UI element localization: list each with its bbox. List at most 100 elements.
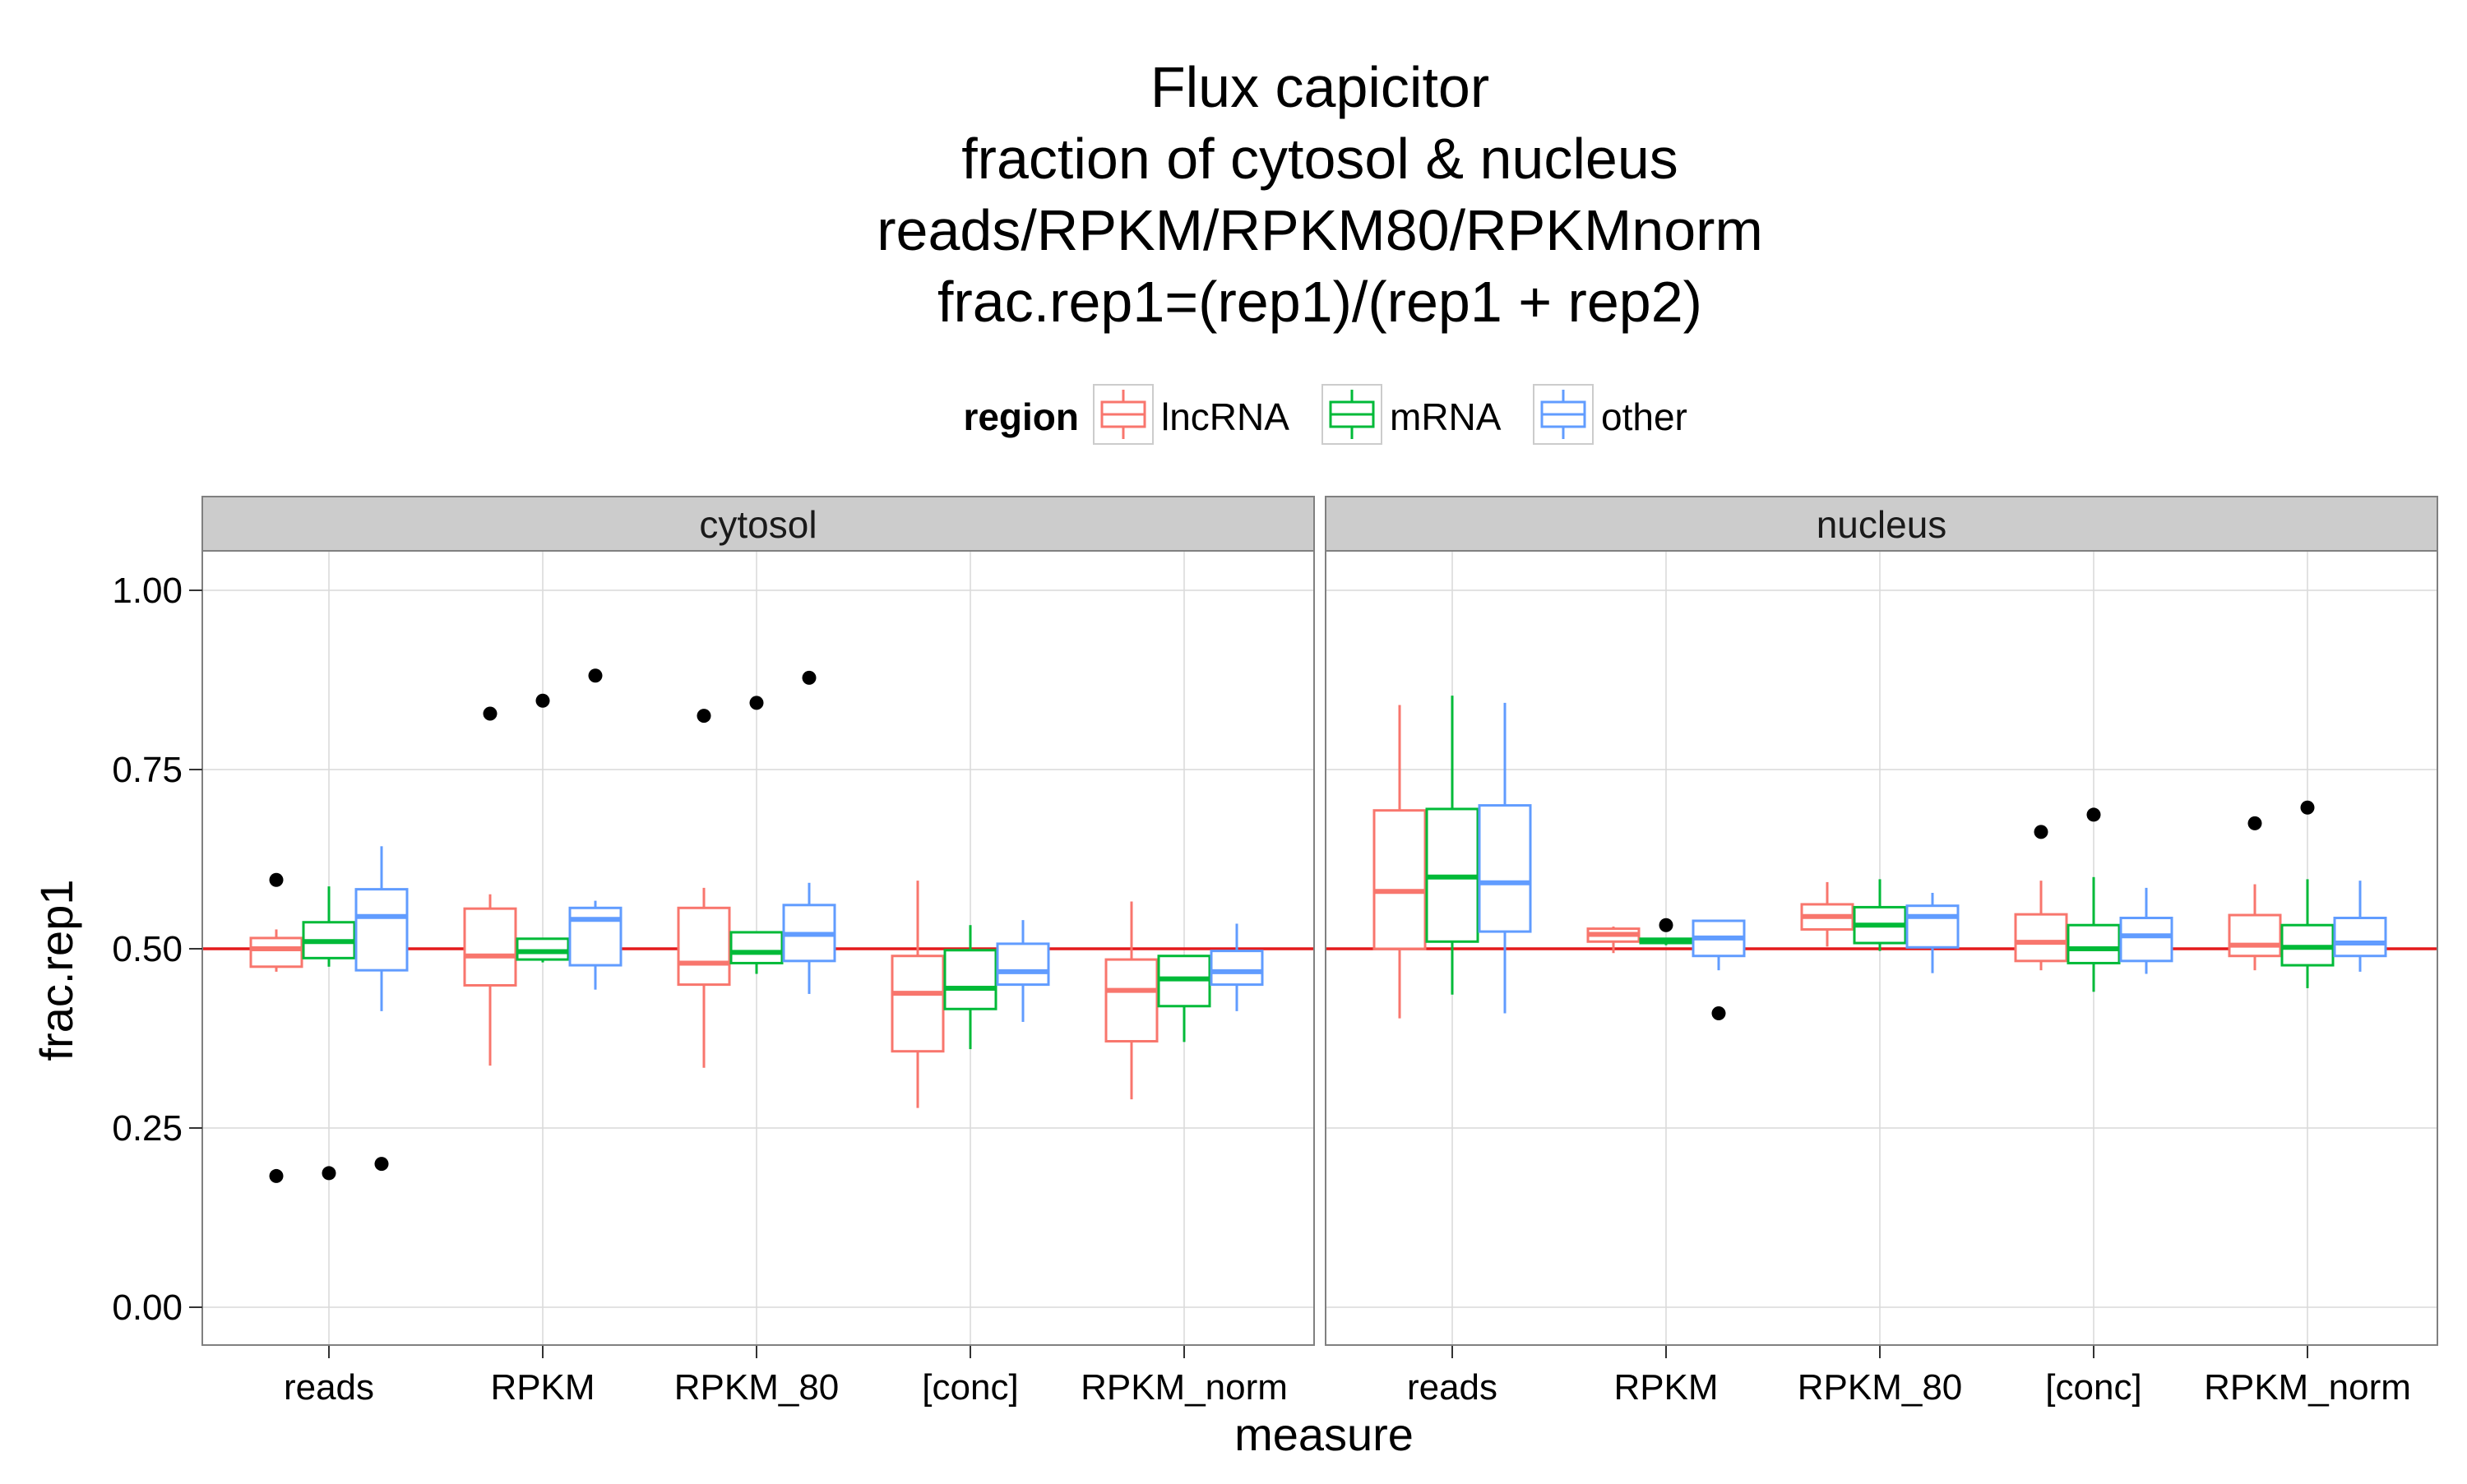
chart-title-line: reads/RPKM/RPKM80/RPKMnorm [877,198,1763,262]
box-mRNA [2280,800,2335,988]
box-body [891,955,945,1053]
outlier-point [322,1166,336,1181]
box-lncRNA [1800,881,1854,947]
box-body [1104,958,1159,1042]
box-lncRNA [677,709,731,1068]
box-other [568,668,623,990]
box-body [943,949,997,1010]
legend: region lncRNA mRNA other [963,384,1687,445]
panel-border [1325,550,2438,1346]
box-other [354,846,409,1172]
box-mRNA [1853,879,1907,951]
outlier-point [2086,807,2101,822]
y-axis-title: frac.rep1 [30,880,82,1061]
y-axis: 0.00 0.25 0.50 0.75 1.00 [112,571,202,1328]
chart-title-line: frac.rep1=(rep1)/(rep1 + rep2) [937,270,1702,334]
legend-label: lncRNA [1161,395,1289,438]
legend-entry: mRNA [1321,384,1502,445]
x-tick-label: RPKM [490,1367,595,1408]
box-lncRNA [891,881,945,1108]
box-body [1210,950,1264,987]
outlier-point [374,1157,389,1172]
box-body [1478,804,1532,933]
y-tick-label: 1.00 [112,571,183,611]
x-tick-label: reads [1407,1367,1497,1408]
facet-strip [201,496,1315,552]
box-lncRNA [1372,705,1427,1019]
x-tick-label: reads [284,1367,374,1408]
box-body [729,931,784,964]
outlier-point [269,1168,284,1183]
box-mRNA [1157,955,1211,1042]
outlier-point [697,709,711,724]
x-tick-label: RPKM [1613,1367,1718,1408]
box-lncRNA [1586,926,1641,954]
box-body [463,907,517,987]
outlier-point [483,706,498,721]
x-tick-label: [conc] [922,1367,1018,1408]
box-body [2067,923,2121,964]
box-body [568,906,623,967]
box-body [354,888,409,972]
box-lncRNA [249,872,303,1183]
box-body [1372,809,1427,950]
outlier-point [2300,800,2315,815]
box-body [996,942,1050,987]
box-other [2119,887,2173,974]
legend-title: region [963,395,1079,438]
x-tick-label: [conc] [2045,1367,2141,1408]
x-tick-label: RPKM_norm [2204,1367,2411,1408]
box-other [996,920,1050,1022]
box-mRNA [2067,807,2121,992]
box-lncRNA [463,706,517,1066]
outlier-point [269,872,284,887]
box-mRNA [1639,918,1693,945]
legend-label: mRNA [1390,395,1502,438]
box-lncRNA [2228,816,2282,971]
box-body [2228,913,2282,958]
outlier-point [2247,816,2262,830]
outlier-point [1711,1006,1726,1020]
box-other [782,670,836,994]
chart-title: Flux capicitor fraction of cytosol & nucl… [877,55,1763,334]
chart-title-line: fraction of cytosol & nucleus [961,127,1678,191]
box-mRNA [729,696,784,974]
box-body [677,906,731,987]
box-body [2014,913,2068,963]
box-lncRNA [2014,825,2068,971]
outlier-point [749,696,764,710]
facet-strip [1325,496,2438,552]
x-tick-label: RPKM_norm [1081,1367,1288,1408]
x-tick-label: RPKM_80 [1798,1367,1963,1408]
box-mRNA [302,886,356,1181]
y-tick-label: 0.00 [112,1288,183,1328]
box-other [1692,919,1746,1020]
chart-title-line: Flux capicitor [1150,55,1489,119]
outlier-point [535,693,550,708]
box-other [1905,892,1960,973]
y-tick-label: 0.50 [112,929,183,969]
box-other [2333,881,2387,972]
box-other [1210,923,1264,1011]
legend-label: other [1601,395,1687,438]
box-body [2119,917,2173,963]
box-mRNA [516,693,570,963]
outlier-point [2034,825,2048,839]
facet-panel-nucleus: nucleus reads RPKM RPKM_80 [conc] RPKM_norm [1325,496,2438,1408]
y-tick-label: 0.25 [112,1108,183,1149]
facet-strip-label: nucleus [1817,503,1947,546]
outlier-point [802,670,817,685]
facet-strip-label: cytosol [699,503,817,546]
box-body [1905,904,1960,949]
legend-entry: lncRNA [1093,384,1289,445]
y-tick-label: 0.75 [112,750,183,790]
box-body [2333,917,2387,958]
legend-entry: other [1533,384,1687,445]
box-mRNA [943,925,997,1050]
box-body [249,936,303,969]
outlier-point [1659,918,1673,932]
outlier-point [588,668,603,683]
